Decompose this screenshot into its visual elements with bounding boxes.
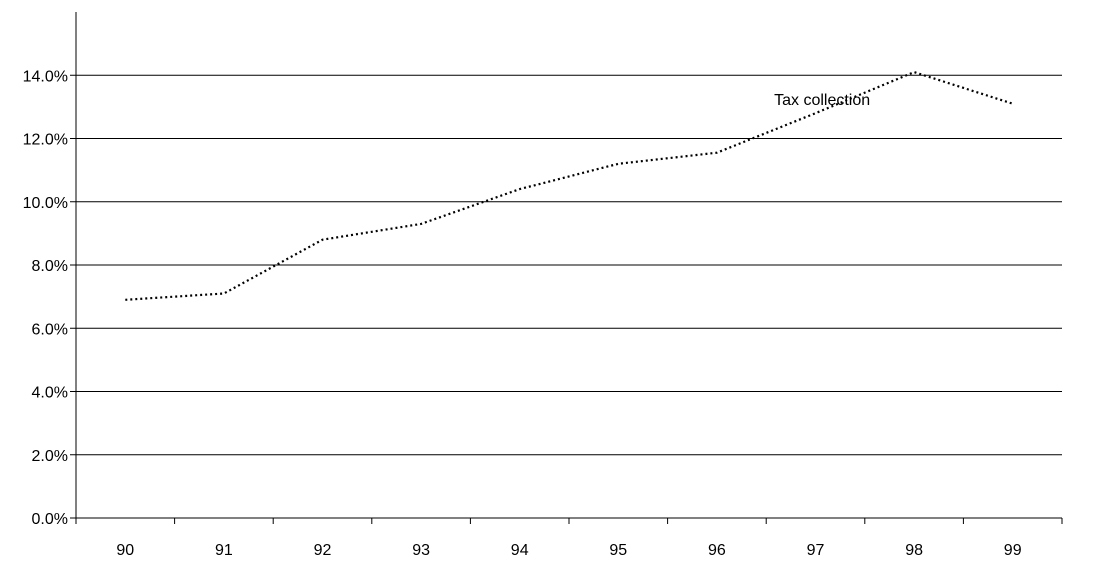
y-tick-label-1: 2.0%	[32, 448, 68, 465]
x-tick-label-98: 98	[905, 542, 923, 559]
y-tick-label-3: 6.0%	[32, 321, 68, 338]
x-tick-label-91: 91	[215, 542, 233, 559]
series-line-tax-collection	[125, 72, 1012, 300]
x-tick-label-92: 92	[314, 542, 332, 559]
y-tick-label-2: 4.0%	[32, 385, 68, 402]
series-labels: Tax collection	[774, 92, 870, 109]
x-tick-label-94: 94	[511, 542, 529, 559]
y-tick-label-6: 12.0%	[23, 132, 68, 149]
x-tick-label-96: 96	[708, 542, 726, 559]
tick-labels: 0.0% 2.0% 4.0% 6.0% 8.0% 10.0% 12.0% 14.0% 90 91 9…	[23, 68, 1022, 559]
series-label-tax-collection: Tax collection	[774, 92, 870, 109]
y-tick-label-4: 8.0%	[32, 258, 68, 275]
gridlines	[76, 75, 1062, 455]
x-tick-label-99: 99	[1004, 542, 1022, 559]
y-tick-label-7: 14.0%	[23, 68, 68, 85]
x-tick-label-93: 93	[412, 542, 430, 559]
axes	[70, 12, 1062, 524]
x-tick-label-90: 90	[116, 542, 134, 559]
x-tick-label-97: 97	[807, 542, 825, 559]
y-tick-label-5: 10.0%	[23, 195, 68, 212]
y-tick-label-0: 0.0%	[32, 511, 68, 528]
series-lines	[125, 72, 1012, 300]
x-tick-label-95: 95	[609, 542, 627, 559]
